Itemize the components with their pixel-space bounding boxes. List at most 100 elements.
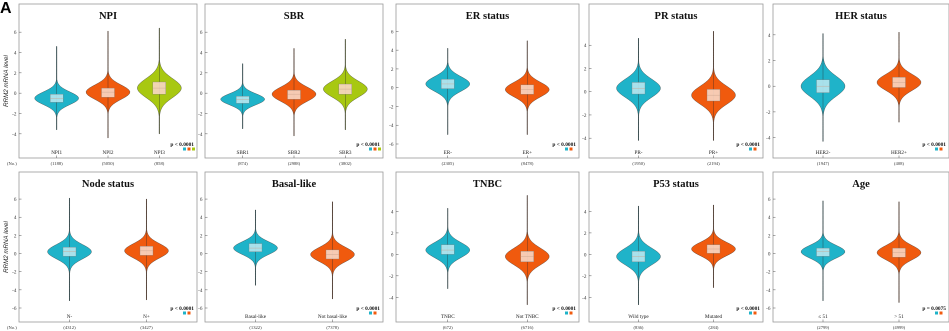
y-tick-label: -2 — [12, 270, 17, 276]
violin-panel-7: Basal-like 6 4 2 0 -2 -4 -6 Basal-like (1322) Not … — [198, 171, 384, 330]
y-tick-label: 4 — [391, 48, 394, 54]
plot-frame — [772, 3, 949, 159]
y-tick-label: -4 — [12, 288, 17, 294]
y-tick-label: 6 — [14, 197, 17, 203]
p-value: p < 0.0001 — [356, 142, 380, 148]
panel-title: P53 status — [653, 179, 699, 190]
y-tick-label: -4 — [389, 295, 394, 301]
category-label: Wild type — [628, 314, 649, 320]
plot-frame — [18, 171, 198, 323]
y-tick-label: 2 — [14, 233, 17, 239]
category-label: Basal-like — [245, 314, 267, 320]
legend-swatch — [187, 147, 191, 151]
category-label: Not basal-like — [318, 314, 348, 320]
p-value: p < 0.0001 — [552, 306, 576, 312]
y-tick-label: 0 — [584, 90, 587, 96]
category-label: SBR3 — [339, 150, 352, 156]
y-tick-label: 4 — [391, 209, 394, 215]
iqr-box — [101, 87, 115, 98]
panel-title: NPI — [99, 11, 117, 22]
category-count: (1188) — [51, 161, 64, 166]
y-tick-label: 0 — [391, 86, 394, 92]
category-label: NPI2 — [103, 150, 114, 156]
y-tick-label: 6 — [768, 197, 771, 203]
y-tick-label: 4 — [768, 215, 771, 221]
y-tick-label: -2 — [582, 274, 587, 280]
y-tick-label: 4 — [584, 43, 587, 49]
legend-swatch — [753, 147, 757, 151]
category-count: (408) — [894, 161, 904, 166]
p-value: p < 0.0001 — [170, 306, 194, 312]
count-row-label: (No.) — [7, 161, 17, 166]
category-count: (836) — [634, 325, 644, 330]
p-value: p = 0.0075 — [922, 306, 946, 312]
y-tick-label: 2 — [200, 71, 203, 77]
category-label: NPI1 — [51, 150, 62, 156]
legend-swatch — [187, 311, 191, 315]
iqr-box — [287, 89, 301, 100]
y-tick-label: -4 — [198, 288, 203, 294]
y-tick-label: 2 — [14, 71, 17, 77]
y-tick-label: 4 — [768, 33, 771, 39]
iqr-box — [248, 243, 263, 252]
category-count: (4312) — [63, 325, 76, 330]
y-tick-label: -4 — [766, 136, 771, 142]
legend-swatch — [373, 147, 377, 151]
legend-swatch — [939, 147, 943, 151]
count-row-label: (No.) — [7, 325, 17, 330]
plot-frame — [588, 171, 764, 323]
violin-panel-10: Age 6 4 2 0 -2 -4 -6 ≤ 51 (2799) > 51 (4999) p = 0.0… — [766, 171, 949, 330]
y-tick-label: -6 — [12, 306, 17, 312]
category-count: (672) — [443, 325, 453, 330]
category-label: SBR1 — [236, 150, 249, 156]
y-tick-label: 6 — [200, 197, 203, 203]
plot-frame — [588, 3, 764, 159]
y-tick-label: -4 — [389, 123, 394, 129]
category-label: Mutated — [705, 314, 723, 320]
y-tick-label: -4 — [766, 288, 771, 294]
category-count: (3427) — [140, 325, 153, 330]
panel-title: PR status — [655, 11, 698, 22]
category-label: N+ — [143, 314, 150, 320]
y-tick-label: 2 — [584, 66, 587, 72]
y-tick-label: 6 — [391, 29, 394, 35]
legend-swatch — [183, 147, 186, 151]
legend-swatch — [565, 147, 568, 151]
legend-swatch — [373, 311, 377, 315]
y-tick-label: 6 — [14, 30, 17, 36]
legend-swatch — [753, 311, 757, 315]
y-tick-label: -2 — [389, 104, 394, 110]
panel-title: Age — [852, 179, 870, 190]
y-tick-label: -2 — [198, 112, 203, 118]
p-value: p < 0.0001 — [736, 306, 760, 312]
legend-swatch — [939, 311, 943, 315]
category-count: (858) — [154, 161, 164, 166]
plot-frame — [395, 3, 580, 159]
violin-panel-9: P53 status 4 2 0 -2 -4 Wild type (836) Mutated (2… — [582, 171, 764, 330]
y-tick-label: -2 — [12, 112, 17, 118]
y-tick-label: -6 — [389, 142, 394, 148]
y-tick-label: 2 — [768, 233, 771, 239]
y-tick-label: 0 — [14, 91, 17, 97]
category-label: ≤ 51 — [818, 314, 828, 320]
category-label: ER+ — [522, 150, 532, 156]
p-value: p < 0.0001 — [552, 142, 576, 148]
category-label: PR- — [634, 150, 642, 156]
panel-title: SBR — [284, 11, 305, 22]
category-label: TNBC — [441, 314, 455, 320]
legend-swatch — [749, 311, 752, 315]
legend-swatch — [565, 311, 568, 315]
y-tick-label: -4 — [12, 132, 17, 138]
legend-swatch — [369, 147, 372, 151]
y-tick-label: 2 — [200, 233, 203, 239]
category-label: PR+ — [709, 150, 718, 156]
y-tick-label: 2 — [391, 231, 394, 237]
category-count: (8478) — [521, 161, 534, 166]
figure-panel-label: A — [0, 0, 12, 17]
panel-title: HER status — [835, 11, 887, 22]
category-count: (3802) — [339, 161, 352, 166]
violin-panel-5: HER status 4 2 0 -2 -4 HER2- (1947) HER2+ (408) p … — [766, 3, 949, 166]
iqr-box — [441, 244, 455, 255]
y-tick-label: 4 — [14, 51, 17, 57]
